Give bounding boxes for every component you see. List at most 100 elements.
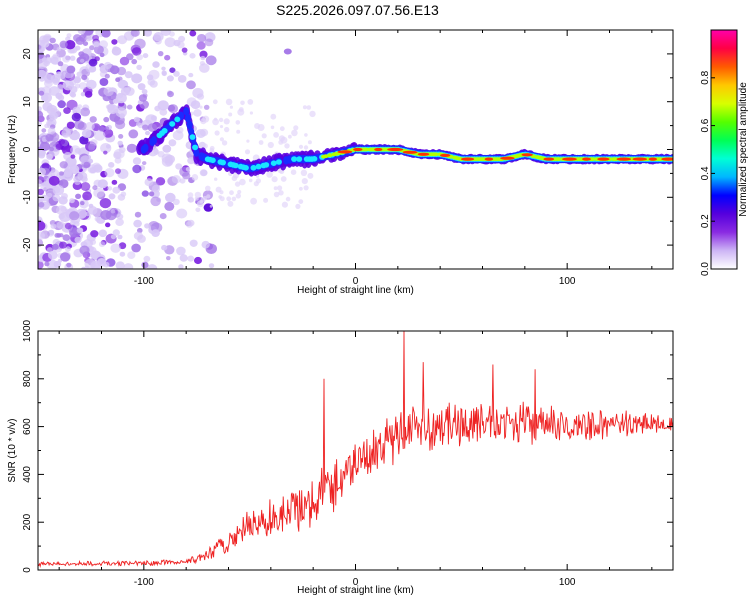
heatmap-noise-blob xyxy=(115,77,121,82)
heatmap-noise-blob xyxy=(142,161,147,166)
heatmap-noise-blob xyxy=(261,133,267,139)
heatmap-noise-blob xyxy=(214,177,218,181)
heatmap-noise-blob xyxy=(178,264,184,269)
heatmap-noise-blob xyxy=(57,100,66,109)
heatmap-noise-blob xyxy=(249,111,253,115)
heatmap-noise-blob xyxy=(291,129,298,137)
heatmap-noise-blob xyxy=(187,255,195,262)
heatmap-noise-blob xyxy=(196,93,205,100)
heatmap-noise-blob xyxy=(142,124,149,131)
snr-ytick-label: 0 xyxy=(22,567,33,573)
heatmap-noise-blob xyxy=(101,30,111,38)
heatmap-noise-blob xyxy=(147,123,157,132)
heatmap-noise-blob xyxy=(160,30,172,36)
snr-ytick-label: 600 xyxy=(22,418,33,435)
heatmap-ridge-peak xyxy=(648,157,657,161)
heatmap-noise-blob xyxy=(231,175,238,182)
heatmap-noise-blob xyxy=(159,213,167,220)
heatmap-noise-blob xyxy=(115,168,121,174)
heatmap-noise-blob xyxy=(224,126,230,133)
heatmap-noise-blob xyxy=(38,110,44,119)
heatmap-noise-blob xyxy=(218,117,224,123)
heatmap-noise-blob xyxy=(41,128,47,133)
heatmap-noise-blob xyxy=(185,166,191,172)
heatmap-noise-blob xyxy=(119,251,126,257)
heatmap-noise-blob xyxy=(200,118,207,125)
heatmap-noise-blob xyxy=(77,171,88,181)
heatmap-noise-blob xyxy=(176,246,186,256)
heatmap-noise-blob xyxy=(73,76,81,84)
heatmap-noise-blob xyxy=(127,251,136,259)
heatmap-noise-blob xyxy=(266,171,273,178)
heatmap-noise-blob xyxy=(104,168,115,178)
heatmap-noise-blob xyxy=(167,91,174,98)
heatmap-noise-blob xyxy=(59,241,67,249)
heatmap-noise-blob xyxy=(58,138,66,145)
heatmap-noise-blob xyxy=(302,105,307,110)
heatmap-noise-blob xyxy=(79,58,85,63)
heatmap-noise-blob xyxy=(295,203,301,209)
heatmap-noise-blob xyxy=(38,106,42,111)
heatmap-noise-blob xyxy=(167,104,176,112)
heatmap-noise-blob xyxy=(74,236,82,244)
heatmap-noise-blob xyxy=(161,71,167,77)
heatmap-noise-blob xyxy=(69,211,80,221)
heatmap-noise-blob xyxy=(176,208,188,219)
heatmap-noise-blob xyxy=(115,218,124,227)
heatmap-noise-blob xyxy=(49,37,56,44)
heatmap-noise-blob xyxy=(62,55,71,63)
heatmap-noise-blob xyxy=(173,70,180,77)
heatmap-noise-blob xyxy=(236,129,241,134)
heatmap-noise-blob xyxy=(75,193,82,199)
heatmap-noise-blob xyxy=(38,90,45,96)
heatmap-noise-blob xyxy=(114,157,122,164)
heatmap-noise-blob xyxy=(38,220,46,231)
heatmap-noise-blob xyxy=(94,216,101,222)
heatmap-noise-blob xyxy=(307,140,312,145)
heatmap-noise-blob xyxy=(240,100,245,106)
heatmap-noise-blob xyxy=(93,187,105,198)
heatmap-ridge-mid xyxy=(193,148,200,157)
heatmap-noise-blob xyxy=(214,130,220,136)
heatmap-noise-blob xyxy=(73,120,85,130)
heatmap-ridge-peak xyxy=(500,156,515,160)
heatmap-noise-blob xyxy=(131,73,143,84)
heatmap-ridge-peak xyxy=(616,157,632,161)
heatmap-noise-blob xyxy=(298,199,304,205)
heatmap-noise-blob xyxy=(148,191,155,197)
heatmap-noise-blob xyxy=(246,139,250,143)
heatmap-noise-blob xyxy=(209,145,215,151)
heatmap-noise-blob xyxy=(277,185,283,191)
heatmap-noise-blob xyxy=(298,144,304,149)
snr-xtick-label: -100 xyxy=(134,577,154,588)
heatmap-noise-blob xyxy=(205,55,217,66)
heatmap-noise-blob xyxy=(147,78,156,86)
heatmap-noise-blob xyxy=(108,193,116,200)
heatmap-noise-blob xyxy=(103,61,112,70)
heatmap-noise-blob xyxy=(80,107,91,117)
heatmap-noise-blob xyxy=(132,157,142,165)
heatmap-noise-blob xyxy=(293,125,299,131)
heatmap-noise-blob xyxy=(135,122,141,127)
heatmap-noise-blob xyxy=(57,84,64,90)
heatmap-noise-blob xyxy=(84,265,90,269)
heatmap-noise-blob xyxy=(119,113,125,119)
heatmap-noise-blob xyxy=(99,198,112,209)
heatmap-noise-blob xyxy=(86,79,97,90)
heatmap-noise-blob xyxy=(273,186,278,191)
heatmap-noise-blob xyxy=(62,171,74,182)
heatmap-noise-blob xyxy=(38,188,44,196)
heatmap-noise-blob xyxy=(38,202,45,208)
heatmap-noise-blob xyxy=(225,98,233,106)
heatmap-ridge-core xyxy=(589,157,596,162)
heatmap-noise-blob xyxy=(56,47,62,52)
heatmap-noise-blob xyxy=(188,72,194,78)
heatmap-noise-blob xyxy=(44,261,50,267)
heatmap-noise-blob xyxy=(185,221,193,228)
heatmap-noise-blob xyxy=(144,178,154,187)
heatmap-noise-blob xyxy=(234,181,241,187)
heatmap-noise-blob xyxy=(98,125,105,132)
heatmap-noise-blob xyxy=(50,223,57,229)
heatmap-noise-blob xyxy=(110,243,121,253)
colorbar-tick-label: 0.6 xyxy=(700,118,711,132)
